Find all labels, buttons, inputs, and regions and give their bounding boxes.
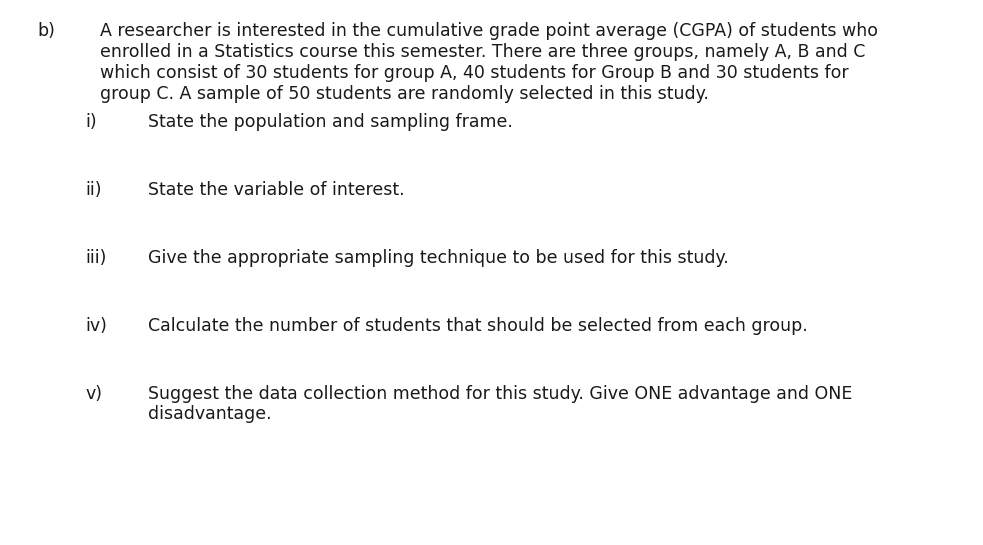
Text: iii): iii)	[85, 249, 106, 267]
Text: State the population and sampling frame.: State the population and sampling frame.	[148, 113, 513, 131]
Text: v): v)	[85, 385, 102, 403]
Text: State the variable of interest.: State the variable of interest.	[148, 181, 405, 199]
Text: Suggest the data collection method for this study. Give ONE advantage and ONE: Suggest the data collection method for t…	[148, 385, 852, 403]
Text: iv): iv)	[85, 317, 107, 335]
Text: enrolled in a Statistics course this semester. There are three groups, namely A,: enrolled in a Statistics course this sem…	[100, 43, 865, 61]
Text: Give the appropriate sampling technique to be used for this study.: Give the appropriate sampling technique …	[148, 249, 728, 267]
Text: A researcher is interested in the cumulative grade point average (CGPA) of stude: A researcher is interested in the cumula…	[100, 22, 878, 40]
Text: which consist of 30 students for group A, 40 students for Group B and 30 student: which consist of 30 students for group A…	[100, 64, 848, 82]
Text: Calculate the number of students that should be selected from each group.: Calculate the number of students that sh…	[148, 317, 808, 335]
Text: group C. A sample of 50 students are randomly selected in this study.: group C. A sample of 50 students are ran…	[100, 85, 709, 103]
Text: ii): ii)	[85, 181, 101, 199]
Text: i): i)	[85, 113, 96, 131]
Text: disadvantage.: disadvantage.	[148, 405, 271, 423]
Text: b): b)	[37, 22, 55, 40]
